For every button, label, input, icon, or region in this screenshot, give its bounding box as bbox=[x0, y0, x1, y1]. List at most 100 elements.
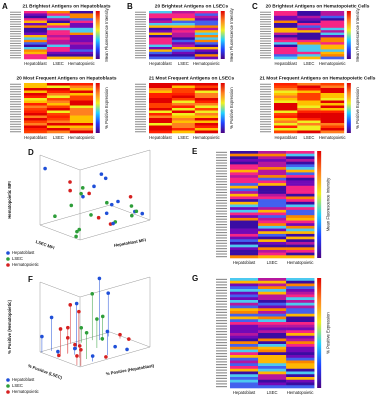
row-label-stub bbox=[135, 91, 146, 93]
heatmap-cell bbox=[258, 349, 287, 353]
heatmap-cell bbox=[286, 377, 315, 381]
heatmap-cell bbox=[230, 252, 259, 256]
heatmap-cell bbox=[194, 115, 219, 119]
heatmap-cell bbox=[24, 85, 48, 89]
box-edge bbox=[79, 346, 151, 368]
row-label-stub bbox=[10, 88, 21, 90]
heatmap-cell bbox=[258, 363, 287, 367]
heatmap-cell bbox=[194, 11, 219, 14]
heatmap-cell bbox=[297, 85, 321, 89]
row-label-stub bbox=[216, 224, 227, 226]
row-label-stub bbox=[260, 57, 271, 59]
heatmap-cell bbox=[286, 338, 315, 342]
row-label-stub bbox=[260, 50, 271, 52]
row-label-stub bbox=[216, 183, 227, 185]
heatmap-cell bbox=[24, 27, 48, 31]
heatmap-cell bbox=[69, 90, 94, 94]
row-label-stub bbox=[216, 333, 227, 335]
heatmap-cell bbox=[194, 47, 219, 50]
heatmap-cell bbox=[274, 39, 298, 43]
row-label-stub bbox=[135, 86, 146, 88]
heatmap-cell bbox=[320, 56, 345, 60]
heatmap-cell bbox=[230, 363, 259, 367]
heatmap-cell bbox=[286, 349, 315, 353]
heatmap-cell bbox=[258, 379, 287, 383]
heatmap-cell bbox=[230, 366, 259, 370]
heatmap-cell bbox=[149, 83, 173, 86]
heatmap-cell bbox=[46, 18, 71, 21]
heatmap-cell bbox=[230, 385, 259, 389]
heatmap-cell bbox=[320, 54, 345, 57]
row-label-stub bbox=[10, 18, 21, 20]
heatmap-cell bbox=[24, 44, 48, 48]
row-label-stub bbox=[135, 121, 146, 123]
box-edge bbox=[79, 149, 151, 171]
heatmap-cell bbox=[274, 32, 298, 36]
point bbox=[89, 213, 93, 217]
heatmap-cell bbox=[258, 322, 287, 326]
heatmap-cell bbox=[258, 300, 287, 304]
heatmap-cell bbox=[286, 209, 315, 213]
row-label-stub bbox=[135, 23, 146, 25]
heatmap-cell bbox=[274, 125, 298, 129]
heatmap-cell bbox=[274, 56, 298, 60]
heatmap-cell bbox=[274, 93, 298, 96]
point bbox=[100, 336, 105, 341]
point bbox=[126, 337, 131, 341]
heatmap-cell bbox=[46, 85, 71, 89]
colorbar bbox=[346, 83, 351, 133]
heatmap-cell bbox=[258, 249, 287, 253]
heatmap-cell bbox=[194, 37, 219, 41]
row-label-stub bbox=[216, 178, 227, 180]
x-label: Hematopoietic bbox=[319, 61, 346, 66]
row-label-stub bbox=[216, 216, 227, 218]
heatmap-cell bbox=[230, 305, 259, 309]
heatmap-cell bbox=[320, 93, 345, 96]
heatmap-cell bbox=[258, 313, 287, 317]
heatmap-cell bbox=[258, 239, 287, 243]
colorbar-label: Mean Fluorescence Intensity bbox=[104, 7, 109, 61]
point bbox=[116, 199, 120, 204]
heatmap-cell bbox=[320, 51, 345, 55]
row-label-stub bbox=[216, 186, 227, 188]
heatmap-cell bbox=[69, 108, 94, 111]
heatmap-cell bbox=[230, 368, 259, 372]
point bbox=[84, 330, 89, 335]
heatmap-cell bbox=[24, 23, 48, 26]
heatmap-cell bbox=[194, 85, 219, 89]
row-label-stub bbox=[135, 52, 146, 54]
heatmap-cell bbox=[24, 120, 48, 124]
heatmap-cell bbox=[149, 35, 173, 38]
heatmap-cell bbox=[286, 283, 315, 287]
row-label-stub bbox=[135, 113, 146, 115]
heatmap-cell bbox=[320, 130, 345, 134]
legend-marker bbox=[6, 251, 10, 255]
row-label-stub bbox=[10, 45, 21, 47]
heatmap-cell bbox=[24, 49, 48, 53]
heatmap-cell bbox=[286, 191, 315, 195]
point bbox=[56, 349, 60, 354]
x-label: Hepatoblast bbox=[24, 135, 47, 140]
heatmap-cell bbox=[24, 100, 48, 104]
heatmap-cell bbox=[171, 54, 196, 57]
heatmap-cell bbox=[46, 11, 71, 14]
heatmap-cell bbox=[258, 291, 287, 295]
heatmap-cell bbox=[297, 51, 321, 55]
heatmap-cell bbox=[24, 13, 48, 17]
row-label-stub bbox=[216, 350, 227, 352]
heatmap-cell bbox=[258, 207, 287, 211]
row-label-stub bbox=[10, 93, 21, 95]
heatmap-cell bbox=[149, 95, 173, 99]
row-label-stub bbox=[10, 113, 21, 115]
heatmap-cell bbox=[230, 167, 259, 171]
row-label-stub bbox=[260, 47, 271, 49]
heatmap-cell bbox=[46, 98, 71, 101]
row-label-stub bbox=[135, 40, 146, 42]
heatmap-cell bbox=[320, 32, 345, 36]
row-label-stub bbox=[216, 375, 227, 377]
heatmap-cell bbox=[286, 177, 315, 181]
heatmap-cell bbox=[46, 30, 71, 33]
heatmap-cell bbox=[286, 385, 315, 389]
heatmap-cell bbox=[258, 236, 287, 240]
